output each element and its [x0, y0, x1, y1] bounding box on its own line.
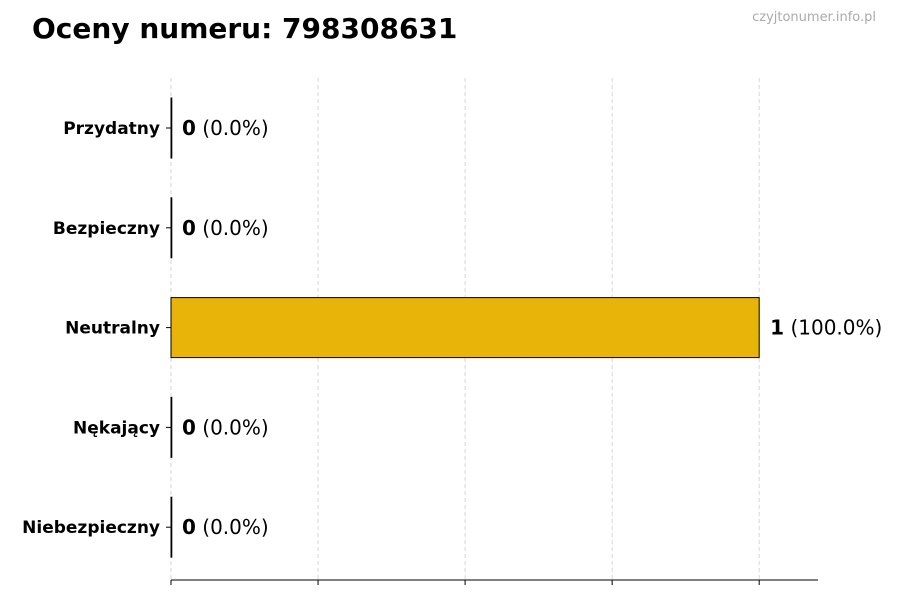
- data-label-count: 0: [182, 515, 196, 539]
- bar: [170, 297, 760, 359]
- data-label-percent: (100.0%): [784, 316, 882, 340]
- data-label-count: 0: [182, 216, 196, 240]
- watermark: czyjtonumer.info.pl: [752, 10, 876, 25]
- bar: [170, 496, 173, 558]
- data-label-count: 0: [182, 116, 196, 140]
- data-label-percent: (0.0%): [196, 116, 269, 140]
- data-label-count: 1: [770, 316, 784, 340]
- data-label: 0 (0.0%): [182, 415, 269, 439]
- data-label-count: 0: [182, 415, 196, 439]
- data-label-percent: (0.0%): [196, 515, 269, 539]
- data-label-percent: (0.0%): [196, 216, 269, 240]
- bar: [170, 197, 173, 259]
- category-label: Neutralny: [65, 319, 160, 339]
- category-label: Bezpieczny: [53, 219, 160, 239]
- chart-title: Oceny numeru: 798308631: [32, 12, 458, 45]
- data-label: 0 (0.0%): [182, 515, 269, 539]
- data-label: 0 (0.0%): [182, 116, 269, 140]
- data-label: 0 (0.0%): [182, 216, 269, 240]
- category-label: Nękający: [73, 418, 160, 438]
- data-label-percent: (0.0%): [196, 415, 269, 439]
- data-label: 1 (100.0%): [770, 316, 882, 340]
- category-label: Niebezpieczny: [22, 518, 160, 538]
- bar: [170, 97, 173, 159]
- category-label: Przydatny: [63, 119, 160, 139]
- bar: [170, 396, 173, 458]
